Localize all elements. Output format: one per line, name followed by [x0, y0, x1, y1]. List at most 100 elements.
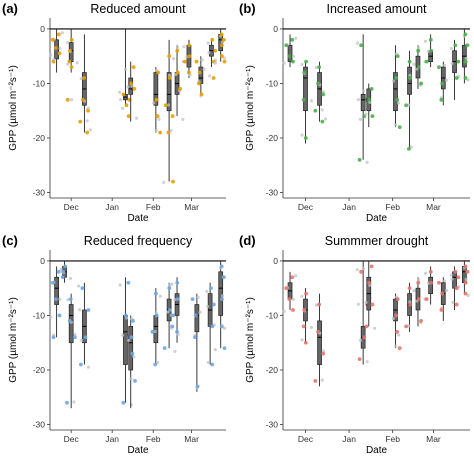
y-tick-label: -30 [266, 188, 279, 198]
box-group [162, 39, 176, 185]
box-group [300, 288, 314, 345]
data-point [193, 335, 197, 340]
data-point [170, 324, 175, 329]
data-point [80, 286, 85, 291]
y-tick-label: 0 [40, 256, 45, 266]
data-point [129, 335, 134, 340]
box-body [153, 315, 159, 344]
data-point [454, 76, 459, 80]
data-point [154, 97, 159, 102]
panel-3: (c) Reduced frequency 0 -10 -20 -30 Dec Jan Feb M… [2, 233, 227, 456]
data-point [155, 114, 160, 119]
background-point [391, 316, 395, 321]
background-point [154, 128, 158, 133]
background-point [72, 400, 76, 404]
data-point [197, 81, 201, 86]
data-point [419, 81, 423, 86]
box-group [423, 266, 434, 305]
y-axis-title: GPP (µmol m⁻²s⁻¹) [8, 65, 19, 151]
background-point [119, 97, 123, 102]
box-group [437, 61, 449, 106]
background-point [153, 329, 157, 334]
background-point [222, 326, 227, 330]
data-point [166, 130, 171, 135]
data-point [53, 46, 58, 50]
data-point [369, 264, 374, 269]
data-point [428, 269, 433, 274]
data-point [61, 269, 66, 274]
background-point [208, 74, 212, 78]
data-point [219, 324, 224, 329]
background-point [282, 61, 286, 65]
background-point [88, 128, 92, 132]
box-body [360, 94, 366, 112]
background-point [294, 274, 298, 278]
data-point [370, 114, 375, 119]
x-tick-label: Mar [184, 202, 199, 212]
data-point [428, 37, 433, 42]
data-point [153, 362, 158, 367]
background-point [450, 277, 454, 281]
background-point [200, 58, 204, 62]
data-point [303, 340, 308, 345]
x-tick-label: Dec [298, 434, 314, 444]
background-point [451, 300, 455, 304]
background-point [49, 53, 53, 57]
data-point [219, 297, 224, 301]
box-group [361, 83, 375, 128]
data-point [219, 54, 224, 59]
background-point [196, 295, 200, 299]
box-group [355, 260, 370, 365]
box-body [287, 44, 293, 62]
background-point [300, 133, 304, 137]
box-group [162, 282, 177, 353]
data-point [178, 87, 183, 91]
data-point [50, 37, 55, 42]
background-point [466, 293, 470, 298]
data-point [439, 97, 444, 102]
data-point [50, 280, 55, 285]
background-point [320, 378, 324, 382]
data-point [416, 297, 421, 301]
data-point [317, 302, 322, 307]
background-point [206, 41, 210, 45]
box-group [282, 271, 298, 314]
data-point [291, 59, 295, 64]
data-point [465, 43, 470, 48]
background-point [80, 338, 84, 342]
data-point [408, 76, 413, 80]
background-point [355, 41, 359, 45]
data-point [367, 280, 372, 285]
box-group [65, 28, 79, 102]
box-body [218, 271, 224, 316]
background-point [78, 308, 82, 312]
panel-letter: (d) [239, 233, 256, 248]
data-point [416, 280, 421, 285]
data-point [317, 65, 322, 69]
background-point [222, 56, 227, 60]
box-group [205, 282, 216, 367]
data-point [126, 280, 131, 285]
x-tick-label: Mar [426, 434, 441, 444]
panel-2: (b) Increased amount 0 -10 -20 -30 Dec Jan Feb Ma… [239, 1, 470, 224]
x-axis-title: Date [366, 445, 388, 453]
data-point [86, 308, 91, 312]
background-point [181, 117, 185, 121]
background-point [158, 294, 162, 298]
background-point [121, 333, 125, 337]
background-point [358, 338, 362, 342]
data-point [416, 65, 421, 69]
background-point [49, 315, 53, 319]
data-point [194, 59, 199, 64]
data-point [60, 275, 65, 280]
data-point [359, 43, 363, 48]
data-point [69, 65, 74, 69]
background-point [397, 333, 401, 337]
data-point [454, 302, 459, 307]
data-point [316, 329, 320, 334]
data-point [290, 37, 295, 42]
background-point [358, 117, 362, 121]
background-point [126, 338, 131, 342]
data-point [463, 59, 468, 64]
background-point [85, 119, 89, 123]
